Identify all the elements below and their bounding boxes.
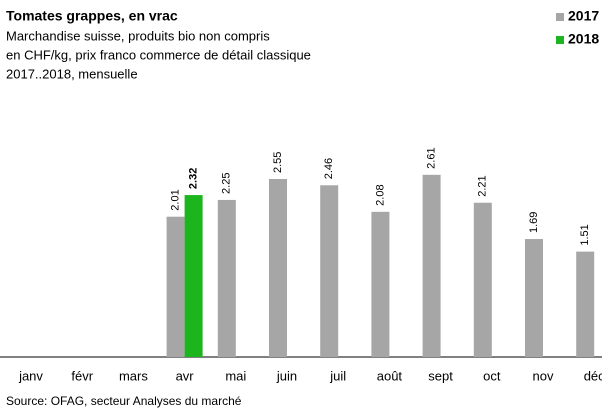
x-tick-label: juin [276, 368, 297, 383]
source: Source: OFAG, secteur Analyses du marché [6, 394, 242, 408]
x-tick-label: mars [119, 368, 148, 383]
data-label: 1.51 [579, 224, 591, 245]
subtitle: 2017..2018, mensuelle [6, 66, 138, 81]
data-label: 2.32 [188, 168, 200, 189]
x-tick-label: déc [584, 368, 602, 383]
x-tick-label: mai [225, 368, 246, 383]
bar [371, 211, 390, 357]
subtitle: en CHF/kg, prix franco commerce de détai… [6, 47, 311, 62]
x-tick-label: oct [483, 368, 501, 383]
x-tick-label: févr [71, 368, 93, 383]
data-label: 2.55 [272, 152, 284, 173]
bar [217, 199, 236, 357]
data-label: 2.21 [477, 175, 489, 196]
x-tick-label: nov [533, 368, 554, 383]
data-label: 2.08 [374, 184, 386, 205]
data-label: 2.01 [170, 189, 182, 210]
legend-swatch [556, 13, 564, 21]
data-label: 2.25 [221, 173, 233, 194]
legend-label: 2017 [568, 8, 599, 24]
legend-label: 2018 [568, 31, 599, 47]
x-tick-label: janv [18, 368, 43, 383]
bar [473, 202, 492, 357]
data-label: 2.61 [426, 147, 438, 168]
bar [576, 251, 595, 357]
chart-title: Tomates grappes, en vrac [6, 8, 178, 24]
bar [525, 239, 543, 357]
x-tick-label: août [377, 368, 403, 383]
x-tick-label: avr [176, 368, 195, 383]
bar [184, 195, 203, 357]
bar [320, 185, 339, 357]
bar [269, 179, 287, 357]
data-label: 1.69 [528, 212, 540, 233]
x-tick-label: juil [329, 368, 346, 383]
data-label: 2.46 [323, 158, 335, 179]
x-tick-label: sept [428, 368, 453, 383]
bar [166, 216, 185, 357]
bar [422, 174, 441, 357]
subtitle: Marchandise suisse, produits bio non com… [6, 28, 270, 43]
legend-swatch [556, 36, 564, 44]
